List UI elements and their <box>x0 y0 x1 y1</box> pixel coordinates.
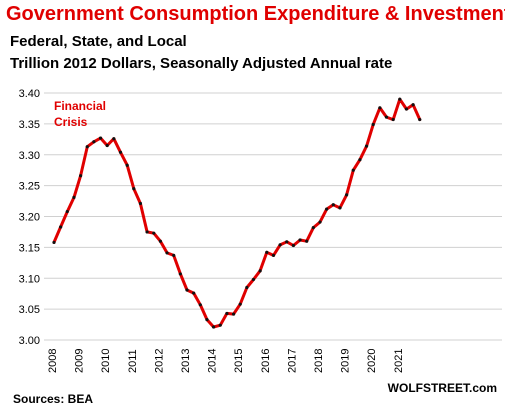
y-tick-label: 3.00 <box>19 335 40 347</box>
data-point <box>105 143 109 148</box>
data-point <box>212 325 216 329</box>
x-tick-label: 2009 <box>74 349 86 373</box>
data-point <box>391 117 395 122</box>
data-point <box>198 303 202 307</box>
brand-watermark: WOLFSTREET.com <box>387 381 497 395</box>
y-tick-label: 3.10 <box>19 273 40 285</box>
y-tick-label: 3.40 <box>19 88 40 100</box>
data-point <box>398 97 402 101</box>
x-tick-label: 2011 <box>127 349 139 373</box>
data-point <box>305 239 309 243</box>
annotation-line-2: Crisis <box>54 115 88 129</box>
data-point <box>384 115 389 119</box>
data-point <box>325 207 329 211</box>
x-tick-label: 2021 <box>393 349 405 373</box>
data-point <box>152 231 156 235</box>
y-tick-label: 3.15 <box>19 242 40 254</box>
data-point <box>185 288 189 292</box>
series-line <box>52 97 422 329</box>
data-point <box>98 136 103 140</box>
data-point <box>85 145 89 149</box>
y-tick-label: 3.05 <box>19 304 40 316</box>
x-tick-label: 2015 <box>233 349 245 373</box>
x-tick-label: 2016 <box>260 349 272 373</box>
x-tick-label: 2018 <box>313 349 325 373</box>
data-point <box>52 240 56 245</box>
data-point <box>65 209 69 214</box>
data-point <box>92 140 96 144</box>
data-point <box>338 206 342 210</box>
data-point <box>238 302 242 306</box>
data-point <box>331 203 335 207</box>
x-tick-label: 2020 <box>366 349 378 373</box>
data-point <box>79 174 83 178</box>
data-point <box>258 269 262 273</box>
data-point <box>318 220 322 224</box>
data-point <box>298 238 302 242</box>
data-point <box>125 163 129 167</box>
x-tick-label: 2008 <box>47 349 59 373</box>
data-point <box>178 272 182 276</box>
data-point <box>218 323 222 327</box>
data-point <box>112 137 116 141</box>
data-point <box>118 150 123 154</box>
data-point <box>72 195 76 199</box>
x-tick-label: 2010 <box>100 349 112 373</box>
x-tick-label: 2014 <box>207 349 219 373</box>
source-note: Sources: BEA <box>13 392 94 406</box>
chart-title: Government Consumption Expenditure & Inv… <box>6 3 505 25</box>
data-point <box>345 193 349 197</box>
data-point <box>404 107 409 111</box>
data-point <box>138 201 143 206</box>
data-point <box>311 226 315 230</box>
chart-subtitle-scope: Federal, State, and Local <box>10 33 187 50</box>
data-point <box>418 117 422 122</box>
data-point <box>411 103 415 107</box>
data-point <box>351 168 355 172</box>
data-point <box>231 312 236 316</box>
x-tick-label: 2013 <box>180 349 192 373</box>
y-tick-label: 3.25 <box>19 181 40 193</box>
x-tick-label: 2017 <box>286 349 298 373</box>
y-tick-label: 3.35 <box>19 119 40 131</box>
data-point <box>278 243 282 247</box>
chart-subtitle-units: Trillion 2012 Dollars, Seasonally Adjust… <box>10 55 393 72</box>
y-tick-label: 3.30 <box>19 150 40 162</box>
data-point <box>291 243 295 248</box>
data-point <box>145 230 149 234</box>
data-point <box>251 277 256 282</box>
data-point <box>285 240 289 244</box>
data-point <box>225 311 229 316</box>
data-point <box>358 158 362 162</box>
data-point <box>132 187 136 191</box>
data-point <box>165 251 169 255</box>
data-point <box>371 122 375 127</box>
data-point <box>265 250 269 254</box>
data-point <box>158 239 162 243</box>
data-point <box>172 253 176 258</box>
data-point <box>378 106 382 110</box>
data-point <box>364 144 369 148</box>
x-tick-label: 2012 <box>153 349 165 373</box>
data-point <box>271 253 276 258</box>
data-point <box>205 318 209 322</box>
x-tick-label: 2019 <box>340 349 352 373</box>
data-point <box>245 285 249 290</box>
y-tick-label: 3.20 <box>19 212 40 224</box>
data-point <box>192 291 196 295</box>
annotation-line-1: Financial <box>54 99 106 113</box>
data-point <box>59 225 63 229</box>
